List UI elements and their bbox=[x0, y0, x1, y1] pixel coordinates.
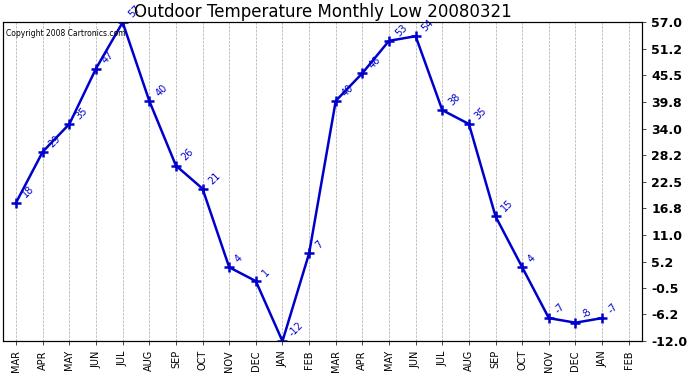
Text: 15: 15 bbox=[500, 198, 515, 214]
Text: 47: 47 bbox=[100, 50, 116, 66]
Text: 38: 38 bbox=[446, 92, 462, 107]
Text: 7: 7 bbox=[313, 239, 325, 250]
Text: 46: 46 bbox=[366, 55, 382, 70]
Text: 40: 40 bbox=[340, 82, 355, 98]
Text: 1: 1 bbox=[260, 267, 271, 278]
Text: -7: -7 bbox=[553, 302, 567, 315]
Text: 18: 18 bbox=[20, 184, 36, 200]
Text: 54: 54 bbox=[420, 18, 435, 33]
Text: 4: 4 bbox=[526, 253, 538, 264]
Text: 35: 35 bbox=[74, 105, 90, 121]
Text: -8: -8 bbox=[580, 306, 593, 320]
Text: Copyright 2008 Cartronics.com: Copyright 2008 Cartronics.com bbox=[6, 29, 126, 38]
Text: 21: 21 bbox=[207, 170, 223, 186]
Text: 57: 57 bbox=[127, 4, 143, 20]
Text: 26: 26 bbox=[180, 147, 196, 163]
Text: 53: 53 bbox=[393, 22, 409, 38]
Text: 35: 35 bbox=[473, 105, 489, 121]
Text: 29: 29 bbox=[47, 133, 63, 149]
Text: 40: 40 bbox=[153, 82, 169, 98]
Title: Outdoor Temperature Monthly Low 20080321: Outdoor Temperature Monthly Low 20080321 bbox=[134, 3, 511, 21]
Text: -12: -12 bbox=[286, 320, 305, 338]
Text: 4: 4 bbox=[233, 253, 245, 264]
Text: -7: -7 bbox=[607, 302, 620, 315]
